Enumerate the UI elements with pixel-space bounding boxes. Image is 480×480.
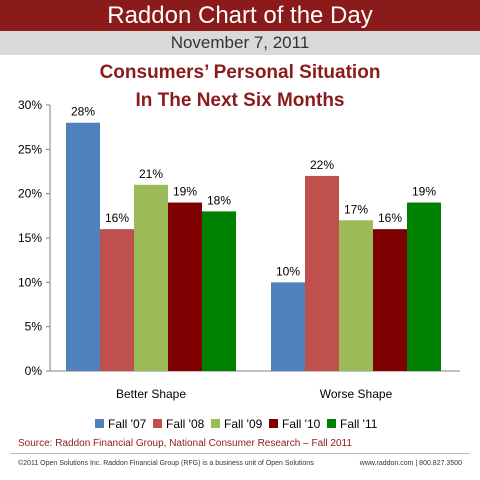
y-tick-label: 0%: [25, 364, 43, 378]
y-tick-label: 25%: [18, 142, 42, 156]
contact-info: www.raddon.com | 800.827.3500: [359, 460, 462, 467]
bar-data-label: 16%: [378, 211, 402, 225]
y-tick-label: 10%: [18, 275, 42, 289]
chart-title-line2: In The Next Six Months: [135, 90, 345, 111]
bar: [66, 122, 100, 371]
bar-data-label: 19%: [412, 185, 436, 199]
legend-swatch: [153, 419, 162, 428]
bar-data-label: 21%: [139, 167, 163, 181]
bar-data-label: 19%: [173, 185, 197, 199]
footer-divider: [10, 453, 470, 454]
bar-data-label: 28%: [71, 105, 95, 119]
bar: [202, 211, 236, 371]
legend-label: Fall '09: [224, 417, 263, 431]
banner-title: Raddon Chart of the Day: [0, 0, 480, 31]
bar: [168, 202, 202, 371]
legend-label: Fall '11: [340, 417, 378, 431]
legend-swatch: [269, 419, 278, 428]
y-tick-label: 30%: [18, 98, 42, 112]
bar-data-label: 18%: [207, 193, 231, 207]
source-note: Source: Raddon Financial Group, National…: [18, 438, 352, 449]
x-category-label: Worse Shape: [320, 387, 393, 401]
bar-chart: 0% 5% 10% 15% 20% 25% 30% 28% 10% 16% 22% 21% 17% 19%…: [18, 98, 460, 431]
legend-label: Fall '10: [282, 417, 321, 431]
bar-data-label: 22%: [310, 158, 334, 172]
copyright-note: ©2011 Open Solutions Inc. Raddon Financi…: [18, 460, 314, 467]
chart-title-line1: Consumers’ Personal Situation: [99, 62, 381, 83]
legend-swatch: [211, 419, 220, 428]
bar: [271, 282, 305, 371]
y-tick-label: 15%: [18, 231, 42, 245]
banner-date: November 7, 2011: [0, 31, 480, 55]
bar: [134, 184, 168, 371]
y-tick-label: 20%: [18, 187, 42, 201]
bar-data-label: 16%: [105, 211, 129, 225]
bar: [373, 229, 407, 371]
bar: [305, 175, 339, 371]
bar: [100, 229, 134, 371]
y-tick-label: 5%: [25, 320, 43, 334]
bar-data-label: 17%: [344, 202, 368, 216]
legend-label: Fall '08: [166, 417, 205, 431]
bar: [339, 220, 373, 371]
bar: [407, 202, 441, 371]
x-category-label: Better Shape: [116, 387, 186, 401]
legend-swatch: [95, 419, 104, 428]
legend-label: Fall '07: [108, 417, 147, 431]
legend-swatch: [327, 419, 336, 428]
bar-data-label: 10%: [276, 264, 300, 278]
